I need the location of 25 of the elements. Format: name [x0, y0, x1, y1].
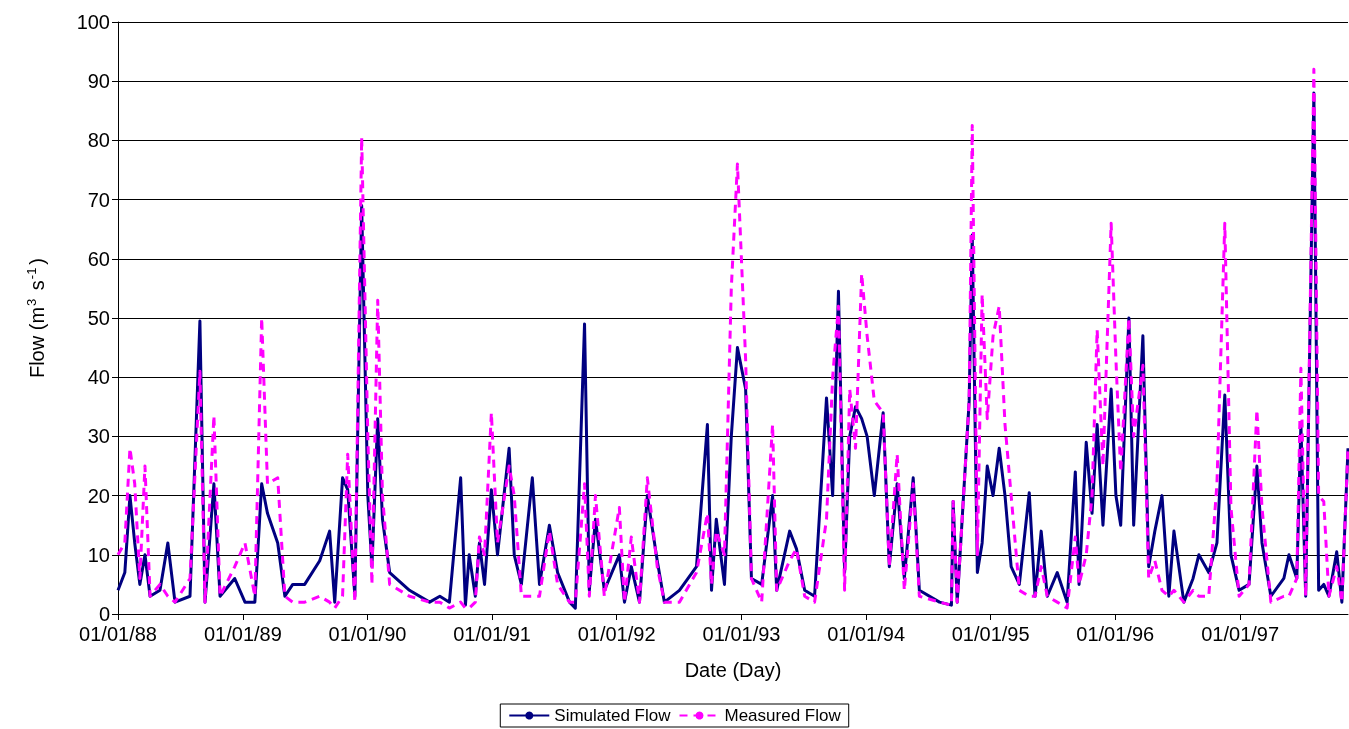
y-tick-label: 80 — [87, 129, 110, 152]
y-tick-label: 50 — [87, 307, 110, 329]
y-axis-title: Flow (m3 s-1) — [24, 257, 48, 379]
x-tick-label: 01/01/93 — [702, 623, 781, 645]
y-tick-label: 40 — [87, 366, 110, 389]
x-tick-label: 01/01/97 — [1201, 623, 1280, 645]
y-tick-label: 60 — [87, 247, 110, 270]
x-tick-label: 01/01/94 — [827, 623, 906, 645]
y-tick-label: 30 — [87, 425, 110, 448]
x-tick-label: 01/01/95 — [951, 623, 1030, 645]
x-axis-title: Date (Day) — [684, 659, 782, 681]
y-tick-label: 70 — [87, 188, 110, 211]
x-tick-label: 01/01/92 — [577, 623, 656, 645]
x-tick-label: 01/01/91 — [453, 623, 531, 645]
y-tick-label: 100 — [76, 11, 110, 33]
y-tick-label: 20 — [87, 484, 110, 507]
x-tick-label: 01/01/88 — [79, 623, 157, 645]
y-tick-label: 0 — [98, 603, 110, 625]
x-tick-label: 01/01/89 — [203, 623, 282, 645]
x-tick-label: 01/01/96 — [1076, 623, 1155, 645]
legend-label: Measured Flow — [724, 706, 842, 725]
y-tick-label: 90 — [87, 70, 110, 93]
legend-label: Simulated Flow — [554, 706, 672, 725]
y-tick-label: 10 — [87, 543, 110, 566]
x-tick-label: 01/01/90 — [328, 623, 407, 645]
